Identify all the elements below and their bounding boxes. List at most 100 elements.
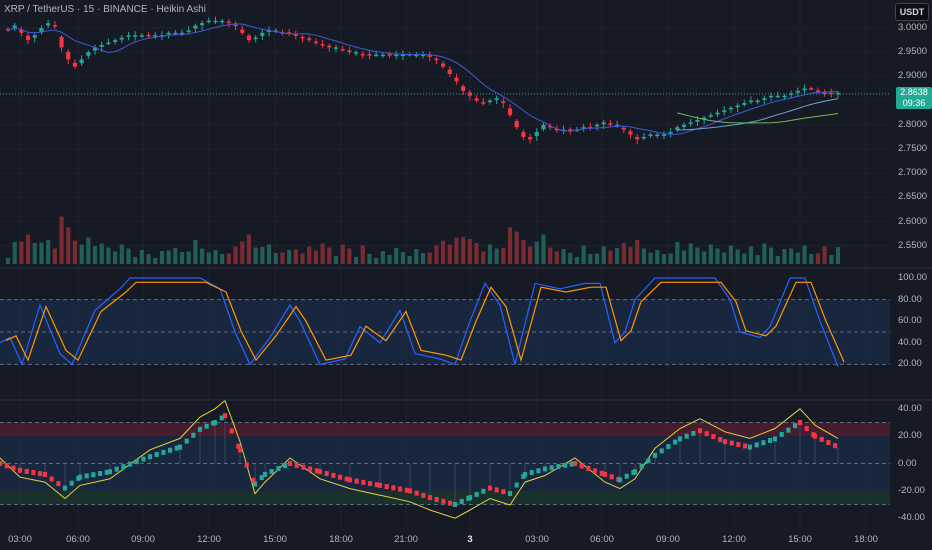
volume-bar	[39, 242, 44, 264]
volume-bar	[561, 249, 566, 264]
osc-candle	[718, 436, 723, 442]
symbol-title[interactable]: XRP / TetherUS · 15 · BINANCE · Heikin A…	[4, 4, 206, 15]
osc-candle	[324, 471, 329, 477]
volume-bar	[835, 247, 841, 264]
candle-body	[441, 63, 446, 67]
osc-candle	[177, 444, 183, 450]
candle-body	[461, 86, 466, 91]
candle-body	[601, 122, 606, 125]
osc-candle	[147, 454, 153, 460]
volume-bar	[126, 248, 131, 264]
volume-bar	[708, 244, 713, 264]
candle-body	[581, 127, 586, 129]
candle-body	[253, 37, 258, 40]
currency-button[interactable]: USDT	[895, 3, 929, 21]
volume-bar	[742, 253, 747, 264]
osc-candle	[768, 438, 773, 444]
osc-candle	[107, 469, 113, 475]
volume-bar	[327, 247, 332, 264]
osc-candle	[467, 495, 473, 501]
osc-candle	[434, 496, 439, 502]
volume-bar	[501, 248, 506, 264]
volume-bar	[360, 245, 365, 264]
volume-bar	[755, 255, 760, 264]
osc-candle	[494, 487, 499, 493]
osc-candle	[174, 445, 179, 451]
candle-body	[722, 110, 727, 113]
time-tick: 09:00	[656, 534, 680, 545]
volume-bar	[313, 250, 318, 264]
osc-candle	[276, 466, 281, 472]
volume-bar	[641, 248, 646, 264]
osc-candle	[222, 413, 228, 419]
volume-bar	[206, 252, 211, 264]
volume-bar	[461, 237, 466, 264]
volume-bar	[702, 251, 707, 264]
candle-body	[213, 20, 218, 23]
candle-body	[568, 129, 573, 131]
osc-candle	[536, 468, 541, 474]
volume-bar	[193, 240, 198, 264]
osc-candle	[673, 439, 678, 445]
volume-bar	[59, 216, 64, 264]
osc-candle	[624, 473, 629, 479]
candle-body	[809, 88, 814, 90]
volume-bar	[293, 249, 298, 264]
candle-body	[26, 35, 31, 41]
time-tick: 21:00	[394, 534, 418, 545]
candle-body	[133, 35, 138, 37]
volume-bar	[688, 243, 693, 264]
candle-body	[233, 24, 238, 27]
candle-body	[635, 137, 640, 140]
osc-candle	[481, 488, 486, 494]
volume-bar	[166, 250, 171, 264]
osc-candle	[344, 476, 349, 482]
candle-body	[695, 119, 700, 122]
osc-signal-line	[0, 399, 839, 519]
candle-body	[708, 115, 713, 117]
candle-body	[300, 36, 305, 39]
volume-bar	[789, 248, 794, 264]
volume-bar	[347, 248, 352, 264]
candle-body	[394, 54, 399, 57]
candle-body	[715, 112, 720, 115]
osc-candle	[632, 469, 638, 475]
osc-candle	[237, 447, 243, 453]
candle-body	[668, 132, 673, 134]
candle-body	[782, 95, 787, 98]
osc-candle	[56, 481, 61, 487]
candle-body	[528, 137, 533, 140]
osc-candle	[747, 444, 753, 450]
volume-bar	[92, 246, 98, 264]
volume-bar	[146, 254, 151, 264]
candle-body	[594, 124, 600, 127]
volume-bar	[200, 248, 205, 264]
volume-bar	[139, 250, 144, 264]
volume-bar	[762, 243, 767, 264]
candle-body	[434, 58, 439, 61]
volume-bar	[601, 246, 606, 264]
volume-bar	[735, 249, 740, 264]
candle-body	[474, 98, 479, 101]
osc-candle	[24, 468, 29, 474]
osc-candle	[338, 474, 343, 480]
candle-body	[541, 124, 546, 130]
volume-bar	[568, 253, 573, 264]
candle-body	[641, 136, 646, 139]
volume-bar	[159, 251, 165, 264]
candle-body	[153, 35, 158, 37]
volume-bar	[822, 246, 827, 264]
price-tick: 3.0000	[898, 22, 928, 33]
osc-candle	[407, 488, 413, 494]
candle-body	[507, 108, 513, 116]
volume-bar	[594, 253, 600, 264]
volume-bar	[608, 250, 613, 264]
volume-bar	[113, 251, 118, 264]
candle-body	[92, 47, 98, 51]
osc-candle	[384, 484, 389, 490]
time-tick: 15:00	[788, 534, 812, 545]
volume-bar	[119, 244, 124, 264]
candle-body	[534, 132, 539, 136]
volume-bar	[681, 250, 687, 264]
